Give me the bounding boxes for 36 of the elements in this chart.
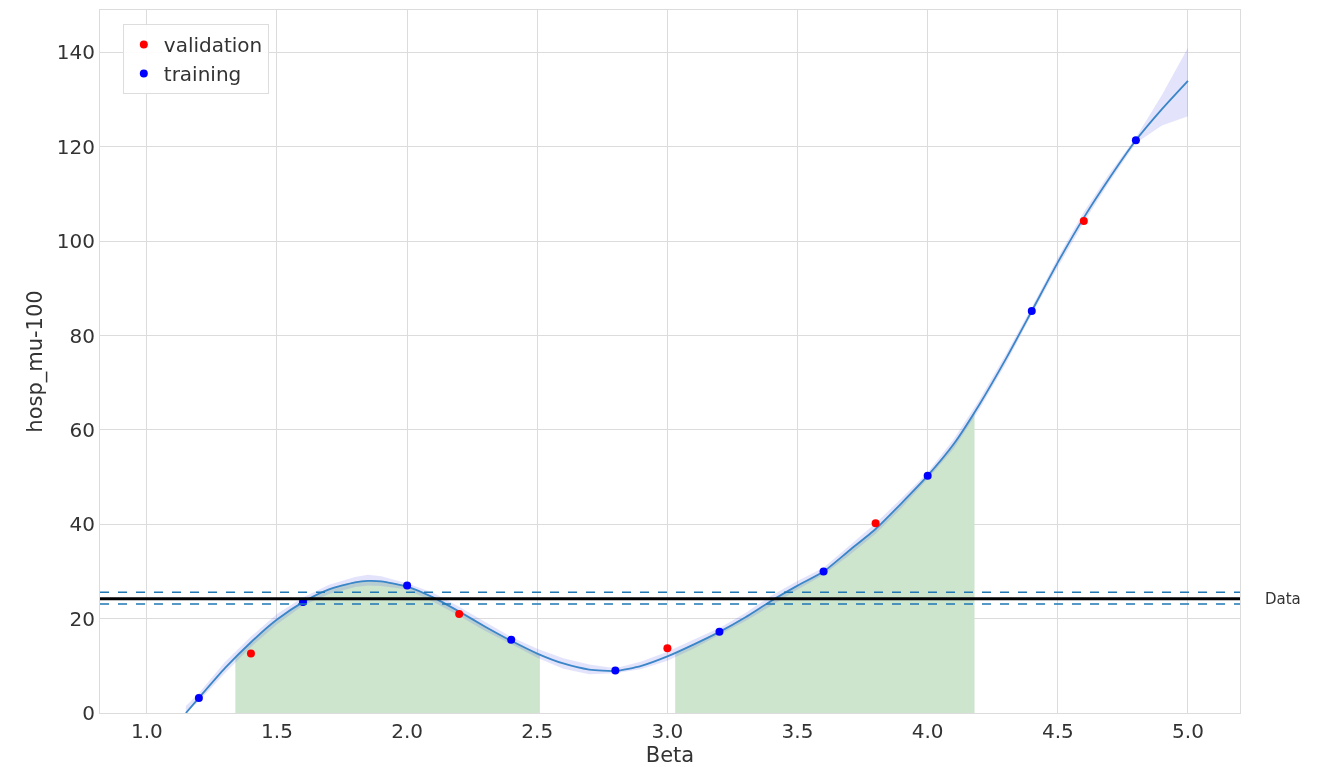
- point: [403, 581, 412, 590]
- legend-label: training: [163, 62, 242, 87]
- y-tick-label: 60: [69, 417, 95, 442]
- point: [663, 644, 672, 653]
- point: [455, 609, 464, 618]
- point: [923, 471, 932, 480]
- point: [194, 693, 203, 702]
- x-tick-label: 3.5: [781, 719, 814, 743]
- x-tick-label: 4.5: [1041, 719, 1074, 743]
- point: [246, 649, 255, 658]
- point: [871, 519, 880, 528]
- x-tick-label: 1.0: [130, 719, 163, 743]
- y-tick-label: 40: [69, 512, 95, 537]
- x-tick-label: 2.0: [391, 719, 424, 743]
- x-axis-title: Beta: [645, 743, 695, 767]
- x-tick-label: 2.5: [521, 719, 554, 743]
- point: [1131, 136, 1140, 145]
- point: [611, 666, 620, 675]
- point: [819, 567, 828, 576]
- y-axis-title: hosp_mu-100: [22, 290, 48, 433]
- x-tick-label: 5.0: [1172, 719, 1204, 743]
- x-tick-label: 1.5: [261, 719, 293, 743]
- ref-line-label: Data: [1265, 590, 1301, 608]
- legend-label: validation: [163, 33, 263, 58]
- y-tick-label: 0: [82, 701, 95, 725]
- point: [1079, 216, 1088, 225]
- x-tick-label: 4.0: [911, 719, 944, 743]
- point: [715, 627, 724, 636]
- y-tick-label: 120: [56, 134, 95, 159]
- point: [1027, 307, 1036, 316]
- y-tick-label: 20: [69, 606, 95, 631]
- y-tick-label: 100: [56, 229, 95, 254]
- x-tick-label: 3.0: [651, 719, 684, 743]
- point: [507, 635, 516, 644]
- y-tick-label: 140: [56, 40, 95, 65]
- y-tick-label: 80: [69, 323, 95, 348]
